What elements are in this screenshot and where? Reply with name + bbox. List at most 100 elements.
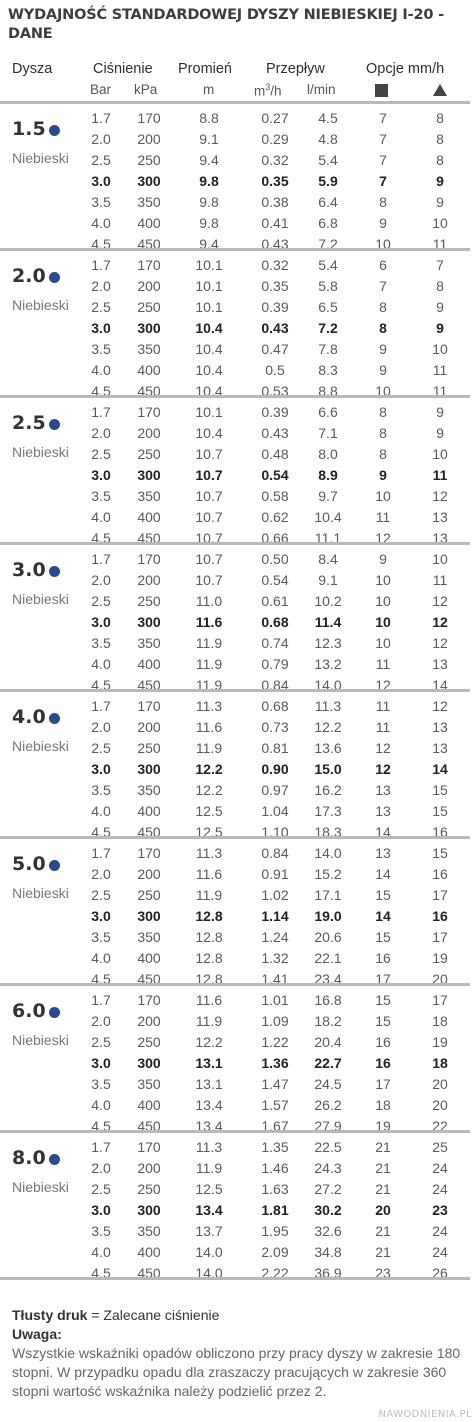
cell-tri: 9 <box>436 320 444 336</box>
cell-radius: 13.4 <box>195 1202 223 1218</box>
cell-tri: 14 <box>432 761 448 777</box>
cell-m3h: 0.35 <box>261 278 289 294</box>
cell-lmin: 8.0 <box>318 446 338 462</box>
cell-kpa: 200 <box>137 866 161 882</box>
cell-tri: 9 <box>436 425 444 441</box>
square-icon <box>375 84 388 97</box>
cell-sq: 10 <box>375 635 391 651</box>
cell-bar: 2.0 <box>91 1160 111 1176</box>
cell-kpa: 400 <box>137 215 161 231</box>
cell-bar: 2.0 <box>91 719 111 735</box>
cell-bar: 1.7 <box>91 257 111 273</box>
nozzle-size: 8.0 <box>12 1147 46 1169</box>
cell-lmin: 5.9 <box>318 173 338 189</box>
group-separator <box>0 983 470 986</box>
cell-kpa: 400 <box>137 950 161 966</box>
cell-sq: 8 <box>379 404 387 420</box>
cell-tri: 12 <box>432 614 448 630</box>
cell-m3h: 1.81 <box>261 1202 289 1218</box>
table-row: 3.5 350 13.7 1.95 32.6 21 24 <box>0 1221 470 1242</box>
cell-m3h: 0.32 <box>261 257 289 273</box>
table-row: 1.7 170 8.8 0.27 4.5 7 8 <box>0 108 470 129</box>
cell-lmin: 17.1 <box>314 887 342 903</box>
cell-lmin: 12.2 <box>314 719 342 735</box>
cell-tri: 24 <box>432 1160 448 1176</box>
nozzle-size: 3.0 <box>12 559 46 581</box>
nozzle-color-label: Niebieski <box>12 1032 69 1048</box>
cell-sq: 21 <box>375 1181 391 1197</box>
cell-m3h: 1.02 <box>261 887 289 903</box>
header-kpa: kPa <box>134 82 158 97</box>
cell-bar: 2.5 <box>91 1034 111 1050</box>
cell-sq: 23 <box>375 1265 391 1281</box>
cell-tri: 13 <box>432 719 448 735</box>
cell-kpa: 250 <box>137 1034 161 1050</box>
cell-m3h: 1.22 <box>261 1034 289 1050</box>
cell-sq: 13 <box>375 782 391 798</box>
cell-radius: 12.8 <box>195 950 223 966</box>
nozzle-size: 1.5 <box>12 118 46 140</box>
cell-kpa: 350 <box>137 488 161 504</box>
cell-radius: 11.3 <box>195 1139 223 1155</box>
cell-sq: 9 <box>379 362 387 378</box>
cell-bar: 2.0 <box>91 131 111 147</box>
cell-bar: 2.5 <box>91 593 111 609</box>
cell-bar: 3.5 <box>91 1076 111 1092</box>
cell-lmin: 30.2 <box>314 1202 342 1218</box>
cell-radius: 9.8 <box>199 215 219 231</box>
table-row: 2.5 250 12.5 1.63 27.2 21 24 <box>0 1179 470 1200</box>
cell-radius: 11.3 <box>195 698 223 714</box>
table-row: 3.5 350 10.7 0.58 9.7 10 12 <box>0 486 470 507</box>
cell-radius: 13.1 <box>195 1076 223 1092</box>
cell-lmin: 7.8 <box>318 341 338 357</box>
cell-m3h: 0.39 <box>261 299 289 315</box>
group-separator <box>0 248 470 251</box>
table-row: 2.5 250 11.9 0.81 13.6 12 13 <box>0 738 470 759</box>
cell-tri: 12 <box>432 698 448 714</box>
legend-footer: Tłusty druk = Zalecane ciśnienie Uwaga: … <box>12 1306 464 1401</box>
group-separator <box>0 1277 470 1280</box>
cell-radius: 12.8 <box>195 929 223 945</box>
cell-bar: 4.0 <box>91 1244 111 1260</box>
cell-sq: 21 <box>375 1160 391 1176</box>
cell-sq: 7 <box>379 173 387 189</box>
cell-tri: 19 <box>432 1034 448 1050</box>
cell-kpa: 170 <box>137 110 161 126</box>
cell-tri: 12 <box>432 488 448 504</box>
cell-kpa: 300 <box>137 761 161 777</box>
table-row: 2.0 200 11.9 1.09 18.2 15 18 <box>0 1011 470 1032</box>
table-row: 4.0 400 12.5 1.04 17.3 13 15 <box>0 801 470 822</box>
nozzle-color-label: Niebieski <box>12 150 69 166</box>
cell-radius: 10.7 <box>195 467 223 483</box>
cell-kpa: 300 <box>137 614 161 630</box>
cell-lmin: 4.5 <box>318 110 338 126</box>
cell-kpa: 300 <box>137 173 161 189</box>
watermark-logo: NAWODNIENIA.PL <box>378 1409 472 1420</box>
cell-tri: 26 <box>432 1265 448 1281</box>
cell-kpa: 350 <box>137 929 161 945</box>
cell-m3h: 1.35 <box>261 1139 289 1155</box>
cell-bar: 4.5 <box>91 1265 111 1281</box>
cell-sq: 16 <box>375 1055 391 1071</box>
cell-radius: 11.0 <box>195 593 223 609</box>
cell-m3h: 0.81 <box>261 740 289 756</box>
cell-lmin: 7.2 <box>318 320 338 336</box>
cell-bar: 3.5 <box>91 929 111 945</box>
cell-kpa: 200 <box>137 719 161 735</box>
cell-bar: 3.0 <box>91 908 111 924</box>
cell-m3h: 0.50 <box>261 551 289 567</box>
group-separator <box>0 836 470 839</box>
cell-kpa: 200 <box>137 278 161 294</box>
cell-kpa: 170 <box>137 404 161 420</box>
cell-m3h: 2.09 <box>261 1244 289 1260</box>
cell-kpa: 250 <box>137 887 161 903</box>
table-row: 3.0 300 12.2 0.90 15.0 12 14 <box>0 759 470 780</box>
cell-sq: 11 <box>375 719 391 735</box>
cell-sq: 7 <box>379 131 387 147</box>
table-row: 3.5 350 12.2 0.97 16.2 13 15 <box>0 780 470 801</box>
cell-tri: 11 <box>432 467 448 483</box>
cell-radius: 10.7 <box>195 551 223 567</box>
cell-radius: 11.6 <box>195 614 223 630</box>
cell-radius: 14.0 <box>195 1244 223 1260</box>
group-separator <box>0 395 470 398</box>
